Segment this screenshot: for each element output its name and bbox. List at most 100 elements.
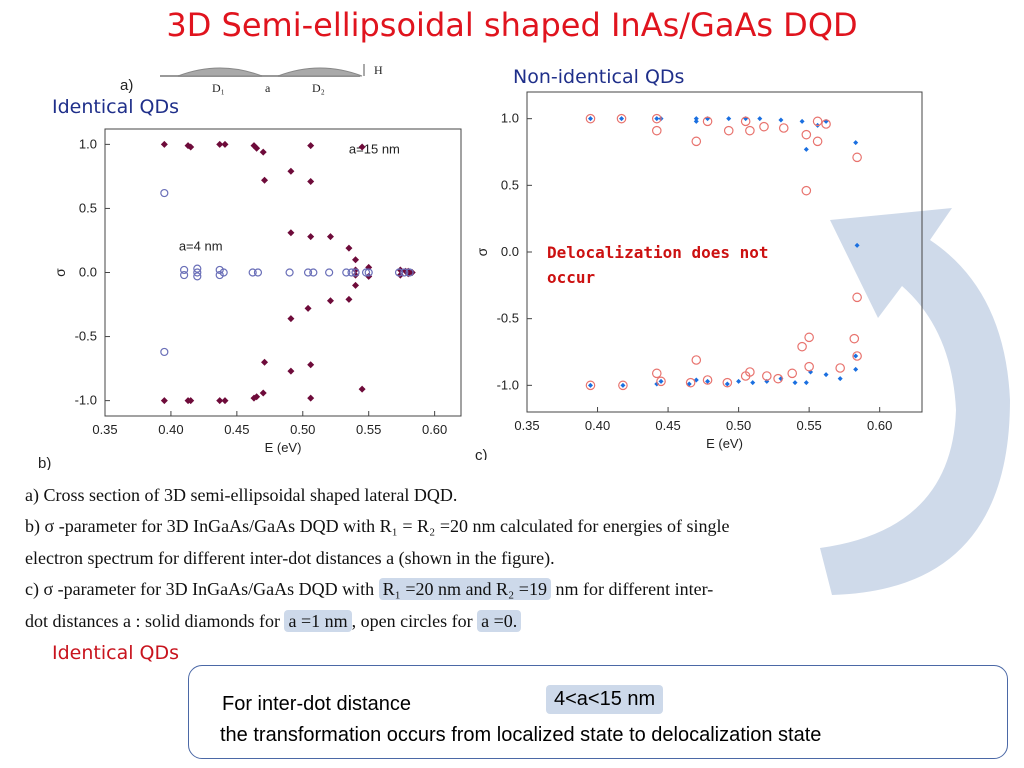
- data-point-diamond: [304, 304, 312, 312]
- data-point-diamond: [823, 372, 829, 378]
- data-point-circle: [585, 113, 596, 124]
- x-tick-label: 0.40: [585, 418, 610, 433]
- data-point-circle: [702, 375, 713, 385]
- data-point-diamond: [259, 389, 267, 397]
- data-point-circle: [778, 123, 789, 133]
- data-point-diamond: [693, 116, 699, 122]
- data-point-diamond: [654, 381, 660, 387]
- data-point-diamond: [778, 117, 784, 123]
- x-tick-label: 0.35: [92, 422, 117, 437]
- data-point-diamond: [853, 353, 859, 359]
- data-point-circle: [351, 268, 360, 277]
- caption-b-line1: b) σ -parameter for 3D InGaAs/GaAs DQD w…: [25, 516, 730, 536]
- chart-b: 0.35 0.40 0.45 0.50 0.55 0.60 1.0 0.5 0.0 -0.5 -1.…: [38, 128, 462, 470]
- data-point-circle: [740, 371, 751, 381]
- data-point-circle: [160, 188, 169, 198]
- x-axis-label: E (eV): [706, 436, 743, 451]
- data-point-circle: [303, 268, 313, 277]
- data-point-circle: [812, 116, 823, 127]
- data-point-circle: [651, 125, 662, 136]
- x-tick-label: 0.45: [655, 418, 680, 433]
- data-point-diamond: [253, 393, 261, 401]
- data-point-circle: [325, 268, 334, 277]
- data-point-circle: [762, 371, 772, 381]
- cross-section-h: H: [374, 63, 383, 77]
- data-point-diamond: [160, 140, 168, 148]
- data-point-diamond: [307, 178, 315, 186]
- non-identical-qds-label: Non-identical QDs: [513, 66, 685, 88]
- data-point-circle: [852, 152, 862, 163]
- data-point-circle: [787, 368, 798, 379]
- data-point-diamond: [686, 381, 692, 387]
- data-point-diamond: [287, 367, 295, 375]
- data-point-diamond: [261, 358, 269, 366]
- data-point-diamond: [799, 118, 805, 124]
- cross-section-label: a): [120, 77, 133, 94]
- data-point-circle: [804, 361, 814, 372]
- data-point-diamond: [853, 366, 859, 372]
- data-point-diamond: [750, 380, 756, 386]
- data-point-diamond: [287, 315, 295, 323]
- y-tick-label: 0.0: [501, 244, 519, 259]
- panel-label: c): [475, 447, 488, 460]
- slide-title: 3D Semi-ellipsoidal shaped InAs/GaAs DQD: [166, 6, 858, 44]
- cross-section-d1: D₁: [212, 81, 225, 95]
- x-axis-label: E (eV): [265, 440, 302, 455]
- caption-c-a0-highlight: a =0.: [477, 610, 522, 632]
- delocalization-note-line2: occur: [547, 268, 596, 287]
- y-tick-label: 0.5: [79, 200, 97, 215]
- data-point-diamond: [187, 143, 195, 151]
- caption-c-a1-highlight: a =1 nm: [284, 610, 352, 632]
- data-point-circle: [801, 185, 812, 196]
- curved-arrow-icon: [820, 208, 1010, 595]
- data-point-circle: [835, 363, 845, 373]
- data-point-circle: [656, 376, 666, 387]
- data-point-diamond: [307, 361, 315, 369]
- delocalization-note-line1: Delocalization does not: [547, 243, 769, 262]
- data-point-circle: [219, 268, 228, 277]
- data-point-diamond: [658, 378, 664, 384]
- data-point-circle: [773, 373, 783, 384]
- data-point-diamond: [345, 295, 353, 303]
- data-point-circle: [852, 351, 862, 361]
- data-point-circle: [285, 268, 294, 277]
- x-tick-label: 0.60: [867, 418, 892, 433]
- data-point-circle: [651, 113, 662, 124]
- data-point-circle: [759, 121, 769, 132]
- data-point-circle: [745, 125, 755, 136]
- data-point-circle: [722, 377, 733, 388]
- caption-a: a) Cross section of 3D semi-ellipsoidal …: [25, 485, 458, 505]
- chart-annotation: a=4 nm: [179, 239, 223, 254]
- data-point-diamond: [287, 167, 295, 175]
- data-point-diamond: [216, 140, 224, 148]
- data-point-diamond: [221, 397, 229, 405]
- data-point-diamond: [724, 381, 730, 387]
- y-tick-label: 1.0: [501, 111, 519, 126]
- data-point-circle: [651, 368, 662, 379]
- data-point-circle: [400, 268, 409, 277]
- data-point-diamond: [587, 382, 593, 388]
- y-tick-label: -1.0: [75, 393, 97, 408]
- delocalization-note: Delocalization does not occur: [547, 240, 847, 290]
- x-tick-label: 0.35: [514, 418, 539, 433]
- y-axis-label: σ: [52, 268, 68, 277]
- panel-label: b): [38, 455, 51, 470]
- data-point-circle: [801, 129, 812, 140]
- x-tick-label: 0.60: [422, 422, 447, 437]
- data-point-circle: [394, 268, 404, 277]
- data-point-circle: [691, 355, 702, 365]
- data-point-circle: [180, 270, 189, 280]
- data-point-diamond: [261, 176, 269, 184]
- caption-c-line1-pre: c) σ -parameter for 3D InGaAs/GaAs DQD w…: [25, 579, 375, 599]
- chart-c: 0.35 0.40 0.45 0.50 0.55 0.60 1.0 0.5 0.0 -0.5 -1.…: [474, 91, 923, 460]
- caption-b-line2: electron spectrum for different inter-do…: [25, 548, 555, 568]
- y-tick-label: -1.0: [497, 377, 519, 392]
- data-point-circle: [821, 119, 831, 129]
- y-tick-label: 0.5: [501, 177, 519, 192]
- identical-qds-label: Identical QDs: [52, 96, 180, 118]
- data-point-diamond: [693, 118, 699, 124]
- data-point-circle: [180, 265, 189, 275]
- x-tick-label: 0.50: [726, 418, 751, 433]
- cross-section-a: a: [265, 81, 271, 95]
- data-point-diamond: [408, 269, 416, 276]
